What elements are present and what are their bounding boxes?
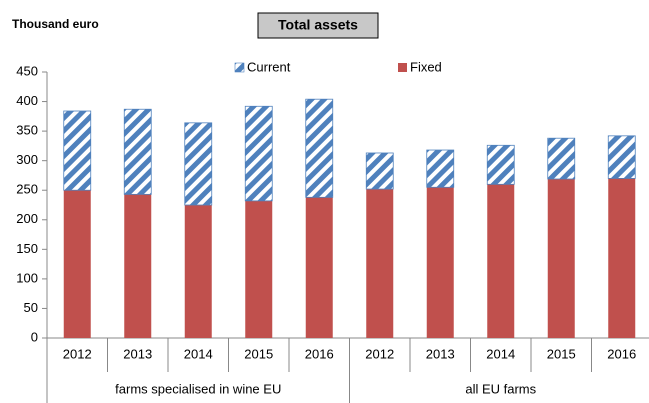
y-tick-label: 50 <box>24 300 38 315</box>
y-axis-label: Thousand euro <box>12 17 99 31</box>
bar-segment <box>124 194 152 338</box>
x-tick-label: 2013 <box>426 346 455 361</box>
x-tick-label: 2013 <box>123 346 152 361</box>
bar-segment <box>486 144 515 185</box>
group-label: farms specialised in wine EU <box>115 381 281 396</box>
y-tick-label: 100 <box>16 270 38 285</box>
x-tick-label: 2016 <box>607 346 636 361</box>
x-tick-label: 2015 <box>244 346 273 361</box>
bar-segment <box>63 190 91 338</box>
x-tick-label: 2012 <box>365 346 394 361</box>
bar-segment <box>426 187 454 338</box>
y-tick-label: 200 <box>16 211 38 226</box>
bar-segment <box>305 98 334 198</box>
y-tick-label: 150 <box>16 241 38 256</box>
title-box <box>257 12 379 39</box>
bar-segment <box>547 178 575 338</box>
x-tick-label: 2012 <box>63 346 92 361</box>
legend-label: Current <box>247 59 291 74</box>
bar-segment <box>123 108 152 195</box>
bar-segment <box>547 137 576 180</box>
legend-swatch <box>398 63 407 72</box>
legend-swatch <box>234 62 245 73</box>
bar-segment <box>244 105 273 202</box>
y-tick-label: 400 <box>16 93 38 108</box>
x-tick-label: 2014 <box>486 346 515 361</box>
y-tick-label: 450 <box>16 63 38 78</box>
bar-segment <box>305 197 333 338</box>
bar-segment <box>245 200 273 338</box>
bar-segment <box>487 184 515 338</box>
y-tick-label: 350 <box>16 123 38 138</box>
bar-segment <box>426 149 455 188</box>
chart-title: Total assets <box>278 17 358 33</box>
legend-label: Fixed <box>410 59 442 74</box>
y-tick-label: 250 <box>16 182 38 197</box>
group-label: all EU farms <box>465 381 536 396</box>
bar-segment <box>366 189 394 338</box>
y-tick-label: 300 <box>16 152 38 167</box>
bar-segment <box>608 178 636 338</box>
x-tick-label: 2015 <box>547 346 576 361</box>
bar-segment <box>365 152 394 190</box>
x-tick-label: 2016 <box>305 346 334 361</box>
bar-segment <box>184 122 213 206</box>
bar-segment <box>184 205 212 338</box>
y-tick-label: 0 <box>31 329 38 344</box>
bar-segment <box>607 135 636 179</box>
x-tick-label: 2014 <box>184 346 213 361</box>
bar-segment <box>63 110 92 191</box>
